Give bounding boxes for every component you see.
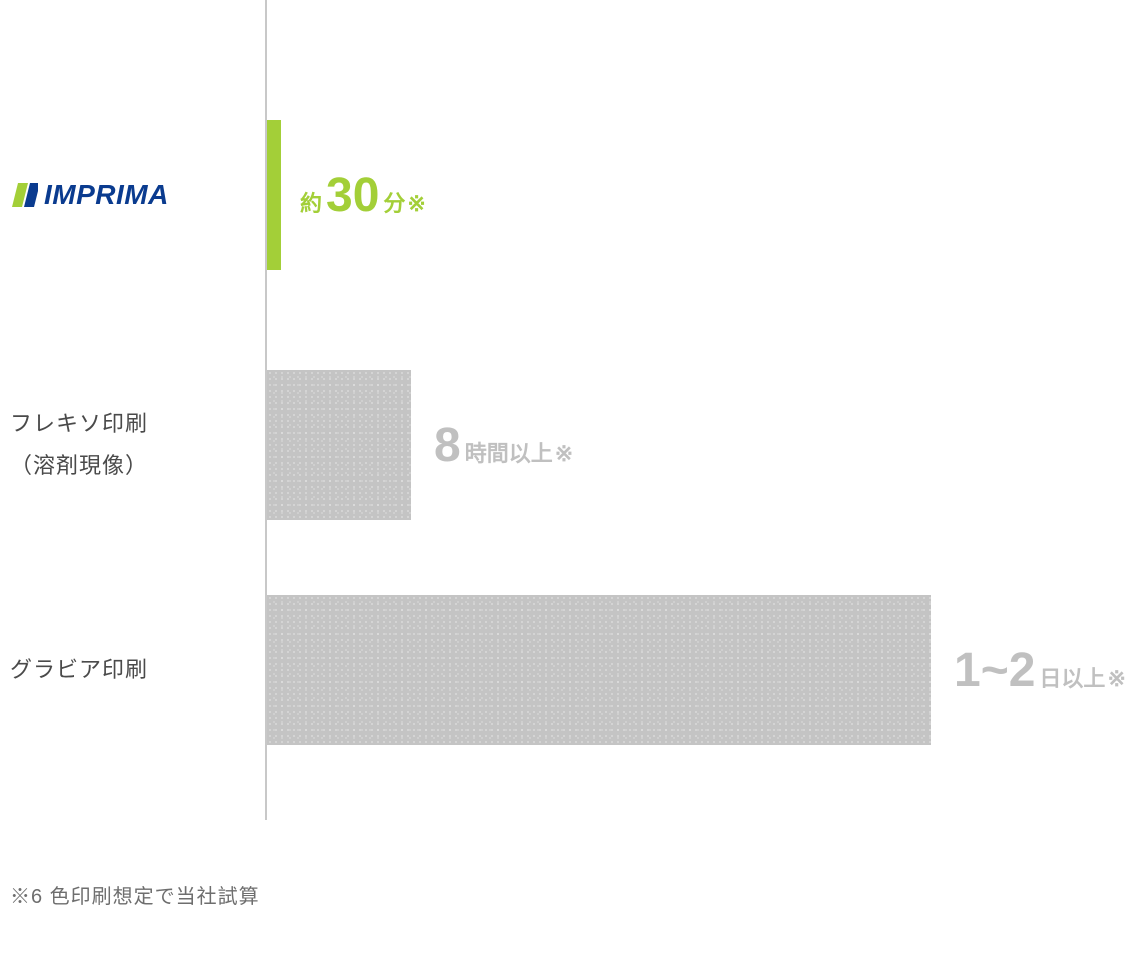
label-line-1: フレキソ印刷 bbox=[10, 411, 148, 436]
value-number: 1~2 bbox=[954, 643, 1035, 698]
value-label-flexo: 8 時間以上 ※ bbox=[430, 418, 573, 473]
value-note: ※ bbox=[1107, 666, 1125, 692]
chart-row-gravure: グラビア印刷 1~2 日以上 ※ bbox=[0, 580, 1140, 760]
value-note: ※ bbox=[407, 191, 425, 217]
value-number: 8 bbox=[434, 418, 461, 473]
label-line-1: グラビア印刷 bbox=[10, 657, 148, 682]
chart-footnote: ※6 色印刷想定で当社試算 bbox=[10, 880, 260, 909]
imprima-logo-text: IMPRIMA bbox=[44, 179, 169, 211]
value-prefix: 約 bbox=[300, 186, 322, 218]
chart-row-flexo: フレキソ印刷 （溶剤現像） 8 時間以上 ※ bbox=[0, 355, 1140, 535]
label-line-2: （溶剤現像） bbox=[10, 453, 148, 478]
value-number: 30 bbox=[326, 168, 379, 223]
row-label-flexo: フレキソ印刷 （溶剤現像） bbox=[0, 403, 250, 487]
row-label-gravure: グラビア印刷 bbox=[0, 649, 250, 691]
value-unit: 分 bbox=[383, 186, 405, 218]
row-label-imprima: IMPRIMA bbox=[10, 179, 169, 211]
comparison-chart: IMPRIMA 約 30 分 ※ フレキソ印刷 （溶剤現像） 8 時間以上 ※ … bbox=[0, 0, 1140, 820]
bar-gravure bbox=[267, 595, 931, 745]
chart-row-imprima: IMPRIMA 約 30 分 ※ bbox=[0, 105, 1140, 285]
bar-flexo bbox=[267, 370, 411, 520]
value-label-imprima: 約 30 分 ※ bbox=[300, 168, 426, 223]
value-unit: 日以上 bbox=[1039, 661, 1105, 693]
value-label-gravure: 1~2 日以上 ※ bbox=[950, 643, 1126, 698]
value-note: ※ bbox=[555, 441, 573, 467]
bar-imprima bbox=[267, 120, 281, 270]
imprima-logo-icon bbox=[10, 183, 38, 207]
value-unit: 時間以上 bbox=[465, 436, 553, 468]
